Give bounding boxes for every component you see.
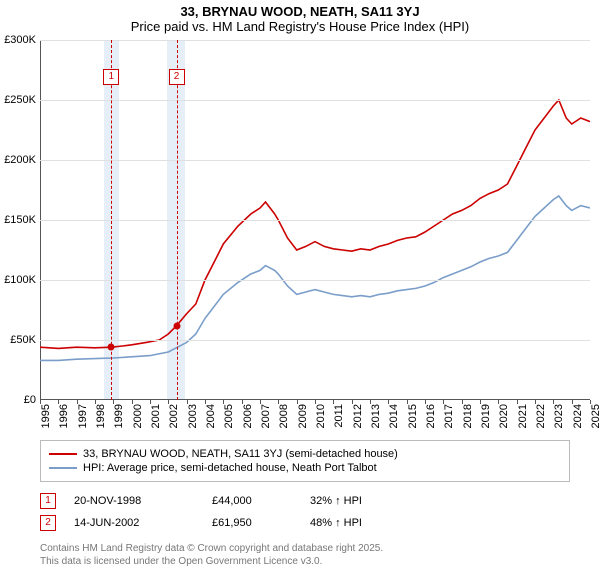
x-tick-label: 2021: [517, 404, 529, 428]
sales-price: £61,950: [212, 517, 292, 529]
x-tick-label: 2004: [205, 404, 217, 428]
sales-date: 14-JUN-2002: [74, 517, 194, 529]
x-tick-label: 2013: [370, 404, 382, 428]
sales-delta: 48% ↑ HPI: [310, 517, 362, 529]
y-tick-label: £100K: [0, 274, 36, 286]
footer-line-1: Contains HM Land Registry data © Crown c…: [40, 542, 600, 555]
sale-point: [108, 344, 115, 351]
sale-marker-line: [177, 40, 178, 400]
sales-row: 1 20-NOV-1998 £44,000 32% ↑ HPI: [40, 490, 600, 512]
chart-plot-area: 12 £0£50K£100K£150K£200K£250K£300K199519…: [40, 40, 590, 400]
x-tick-label: 1995: [40, 404, 52, 428]
series-line: [40, 100, 590, 348]
x-tick-label: 1999: [113, 404, 125, 428]
x-tick-label: 2015: [407, 404, 419, 428]
x-tick-label: 2005: [223, 404, 235, 428]
y-tick-label: £300K: [0, 34, 36, 46]
x-tick-label: 2016: [425, 404, 437, 428]
chart-container: 33, BRYNAU WOOD, NEATH, SA11 3YJ Price p…: [0, 0, 600, 560]
sales-row: 2 14-JUN-2002 £61,950 48% ↑ HPI: [40, 512, 600, 534]
x-tick-label: 2018: [462, 404, 474, 428]
y-tick-label: £250K: [0, 94, 36, 106]
x-tick-label: 2007: [260, 404, 272, 428]
x-tick-label: 2022: [535, 404, 547, 428]
legend-item: HPI: Average price, semi-detached house,…: [49, 461, 561, 475]
chart-title: 33, BRYNAU WOOD, NEATH, SA11 3YJ: [0, 0, 600, 19]
legend-swatch: [49, 453, 77, 455]
x-tick-label: 2001: [150, 404, 162, 428]
sale-marker-box: 1: [103, 69, 119, 85]
y-tick-label: £0: [0, 394, 36, 406]
legend-label: 33, BRYNAU WOOD, NEATH, SA11 3YJ (semi-d…: [83, 448, 398, 460]
x-tick-label: 2024: [572, 404, 584, 428]
x-tick-label: 2008: [278, 404, 290, 428]
x-tick-label: 2002: [168, 404, 180, 428]
x-tick-label: 2006: [242, 404, 254, 428]
x-tick-label: 1998: [95, 404, 107, 428]
gridline: [40, 340, 590, 341]
gridline: [40, 280, 590, 281]
x-tick-label: 2003: [187, 404, 199, 428]
sales-date: 20-NOV-1998: [74, 495, 194, 507]
y-tick-label: £150K: [0, 214, 36, 226]
x-tick-label: 2011: [333, 404, 345, 428]
x-tick-label: 2020: [498, 404, 510, 428]
sales-price: £44,000: [212, 495, 292, 507]
legend-item: 33, BRYNAU WOOD, NEATH, SA11 3YJ (semi-d…: [49, 447, 561, 461]
gridline: [40, 220, 590, 221]
legend-swatch: [49, 467, 77, 469]
sales-delta: 32% ↑ HPI: [310, 495, 362, 507]
sale-marker-box: 2: [169, 69, 185, 85]
x-tick-label: 1997: [77, 404, 89, 428]
gridline: [40, 40, 590, 41]
y-tick-label: £200K: [0, 154, 36, 166]
x-tick-label: 2000: [132, 404, 144, 428]
sales-marker-box: 2: [40, 515, 56, 531]
sale-point: [173, 322, 180, 329]
gridline: [40, 100, 590, 101]
x-tick-label: 2025: [590, 404, 600, 428]
x-tick-label: 2023: [553, 404, 565, 428]
x-tick-label: 2019: [480, 404, 492, 428]
x-tick-label: 2012: [352, 404, 364, 428]
legend-label: HPI: Average price, semi-detached house,…: [83, 462, 377, 474]
sales-table: 1 20-NOV-1998 £44,000 32% ↑ HPI 2 14-JUN-2002…: [40, 490, 600, 534]
gridline: [40, 160, 590, 161]
chart-footer: Contains HM Land Registry data © Crown c…: [40, 542, 600, 568]
sales-marker-box: 1: [40, 493, 56, 509]
x-tick-label: 2010: [315, 404, 327, 428]
y-tick-label: £50K: [0, 334, 36, 346]
x-tick-label: 2009: [297, 404, 309, 428]
x-tick-label: 2017: [443, 404, 455, 428]
chart-subtitle: Price paid vs. HM Land Registry's House …: [0, 19, 600, 40]
x-tick-label: 2014: [388, 404, 400, 428]
x-tick-label: 1996: [58, 404, 70, 428]
chart-legend: 33, BRYNAU WOOD, NEATH, SA11 3YJ (semi-d…: [40, 440, 570, 482]
footer-line-2: This data is licensed under the Open Gov…: [40, 555, 600, 568]
